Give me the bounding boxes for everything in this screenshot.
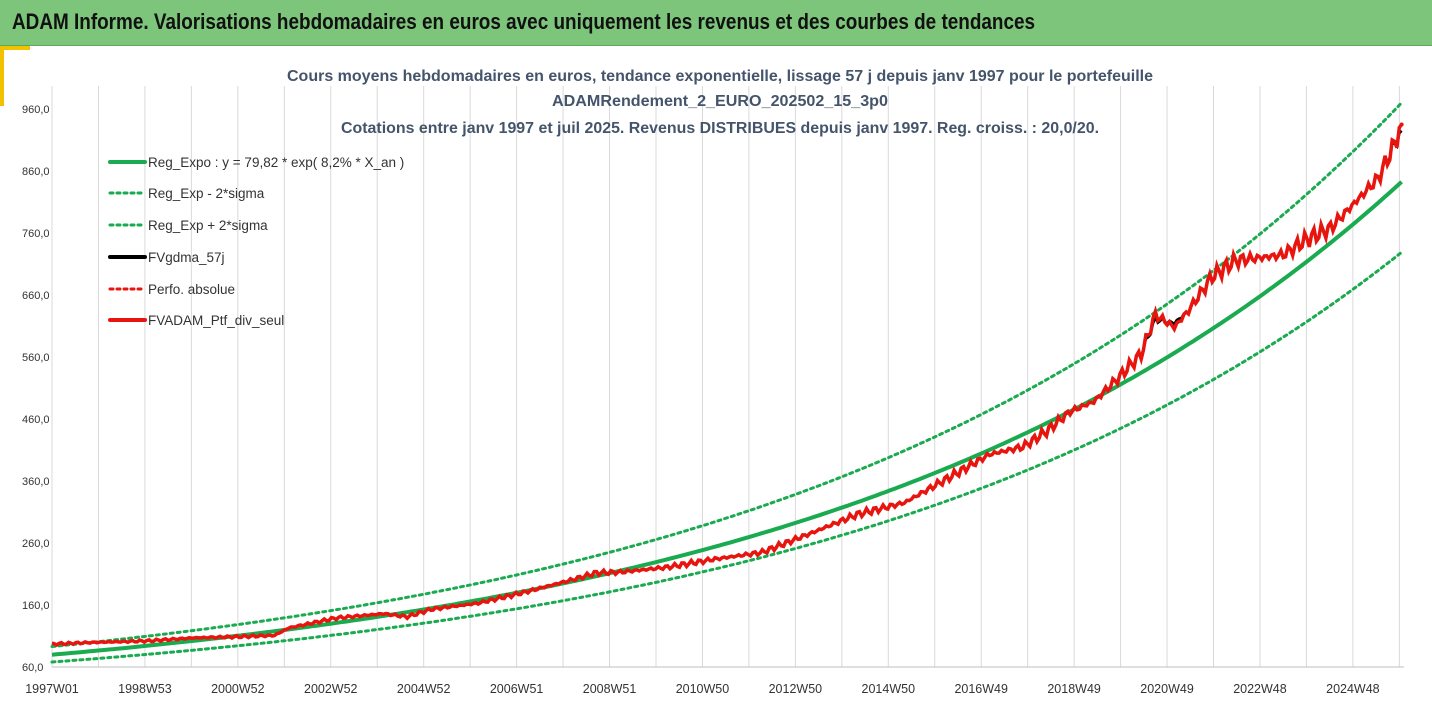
line-chart: Cours moyens hebdomadaires en euros, ten… — [22, 68, 1404, 696]
x-tick-label: 2020W49 — [1140, 682, 1194, 696]
chart-title-line: Cours moyens hebdomadaires en euros, ten… — [287, 68, 1153, 85]
y-tick-label: 160,0 — [22, 600, 50, 612]
y-tick-label: 260,0 — [22, 538, 50, 550]
chart-title-block: Cours moyens hebdomadaires en euros, ten… — [287, 68, 1153, 137]
x-tick-label: 2006W51 — [490, 682, 544, 696]
series-reg-expo — [51, 180, 1403, 657]
x-tick-label: 2018W49 — [1047, 682, 1101, 696]
grid-layer — [51, 86, 1400, 667]
series-reg-exp-plus-2sigma — [50, 101, 1404, 648]
y-tick-label: 860,0 — [22, 166, 50, 178]
legend: Reg_Expo : y = 79,82 * exp( 8,2% * X_an … — [108, 155, 404, 328]
x-tick-label: 2022W48 — [1233, 682, 1287, 696]
x-tick-label: 2016W49 — [954, 682, 1008, 696]
legend-label: FVgdma_57j — [148, 250, 225, 265]
chart-area: Cours moyens hebdomadaires en euros, ten… — [0, 46, 1432, 718]
y-tick-label: 960,0 — [22, 104, 50, 116]
accent-mark-top-left — [0, 46, 30, 50]
series-layer — [50, 101, 1404, 664]
x-tick-label: 1998W53 — [118, 682, 172, 696]
y-tick-label: 60,0 — [22, 662, 43, 674]
legend-label: Perfo. absolue — [148, 282, 235, 297]
y-tick-label: 760,0 — [22, 228, 50, 240]
report-title: ADAM Informe. Valorisations hebdomadaire… — [12, 9, 1036, 34]
legend-label: Reg_Expo : y = 79,82 * exp( 8,2% * X_an … — [148, 155, 404, 170]
series-fvadam-ptf-div-seul — [51, 123, 1404, 648]
accent-mark-left — [0, 46, 4, 106]
x-tick-label: 2014W50 — [862, 682, 916, 696]
legend-label: Reg_Exp + 2*sigma — [148, 218, 268, 233]
x-tick-label: 2024W48 — [1326, 682, 1380, 696]
x-tick-label: 1997W01 — [25, 682, 79, 696]
legend-label: FVADAM_Ptf_div_seul — [148, 313, 284, 328]
x-tick-label: 2002W52 — [304, 682, 358, 696]
x-tick-label: 2010W50 — [676, 682, 730, 696]
y-tick-label: 660,0 — [22, 290, 50, 302]
x-tick-label: 2012W50 — [769, 682, 823, 696]
y-tick-label: 360,0 — [22, 476, 50, 488]
y-tick-label: 460,0 — [22, 414, 50, 426]
legend-label: Reg_Exp - 2*sigma — [148, 186, 265, 201]
series-reg-exp-minus-2sigma — [50, 250, 1404, 664]
report-header: ADAM Informe. Valorisations hebdomadaire… — [0, 0, 1432, 46]
y-tick-label: 560,0 — [22, 352, 50, 364]
chart-title-line: Cotations entre janv 1997 et juil 2025. … — [341, 120, 1099, 137]
x-tick-label: 2004W52 — [397, 682, 451, 696]
x-tick-label: 2000W52 — [211, 682, 265, 696]
series-perfo-absolue-point — [1399, 122, 1404, 127]
x-tick-label: 2008W51 — [583, 682, 637, 696]
chart-title-line: ADAMRendement_2_EURO_202502_15_3p0 — [552, 93, 888, 110]
axis-layer: 1997W01 1998W53 2000W52 2002W52 2004W52 2006W… — [22, 104, 1404, 696]
